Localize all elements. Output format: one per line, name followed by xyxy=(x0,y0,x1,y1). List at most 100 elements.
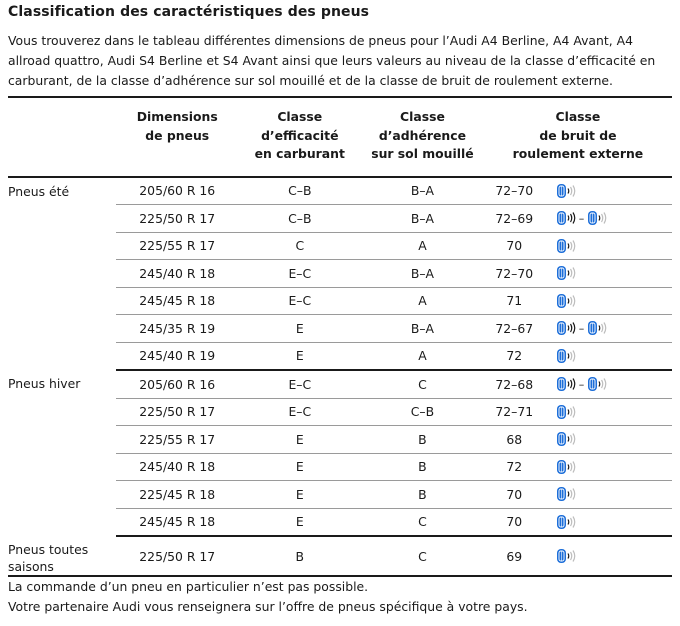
cell-wet-grip-class: A xyxy=(361,342,484,371)
table-row: 245/40 R 18 E–C B–A 72–70 xyxy=(8,259,672,288)
table-row: 225/55 R 17 C A 70 xyxy=(8,232,672,260)
cell-noise-icons: – xyxy=(544,370,672,399)
intro-paragraph: Vous trouverez dans le tableau différent… xyxy=(8,33,656,88)
tire-classification-table: Dimensions de pneus Classe d’efficacité … xyxy=(8,96,672,577)
footer-note: La commande d’un pneu en particulier n’e… xyxy=(8,579,369,594)
cell-size: 225/45 R 18 xyxy=(115,480,239,509)
table-row: 245/45 R 18 E–C A 71 xyxy=(8,287,672,315)
table-row: Pneus été 205/60 R 16 C–B B–A 72–70 xyxy=(8,176,672,205)
tire-noise-icon xyxy=(555,292,577,310)
cell-size: 245/45 R 18 xyxy=(115,287,239,315)
range-dash: – xyxy=(578,211,585,225)
cell-size: 245/45 R 18 xyxy=(115,508,239,537)
cell-fuel-class: B xyxy=(238,536,362,577)
cell-noise-db: 72–70 xyxy=(483,259,545,288)
cell-wet-grip-class: B xyxy=(361,453,484,481)
cell-fuel-class: E xyxy=(238,508,362,537)
cell-noise-db: 72–70 xyxy=(483,176,545,205)
cell-fuel-class: E xyxy=(238,342,362,371)
cell-fuel-class: E xyxy=(238,453,362,481)
row-group-label: Pneus toutes saisons xyxy=(8,536,116,577)
footer-note: Votre partenaire Audi vous renseignera s… xyxy=(8,599,528,614)
tire-noise-icon xyxy=(555,430,577,448)
cell-wet-grip-class: B–A xyxy=(361,204,484,233)
cell-noise-db: 69 xyxy=(483,536,545,577)
cell-noise-icons xyxy=(544,176,672,205)
table-body: Pneus été 205/60 R 16 C–B B–A 72–70 225/50 R … xyxy=(8,176,672,577)
cell-wet-grip-class: B–A xyxy=(361,176,484,205)
cell-fuel-class: E xyxy=(238,314,362,343)
tire-noise-icon xyxy=(555,237,577,255)
table-row: 245/40 R 19 E A 72 xyxy=(8,342,672,371)
cell-fuel-class: C xyxy=(238,232,362,260)
cell-noise-db: 72–68 xyxy=(483,370,545,399)
cell-size: 205/60 R 16 xyxy=(115,370,239,399)
footer-notes: La commande d’un pneu en particulier n’e… xyxy=(8,577,673,617)
cell-size: 245/40 R 19 xyxy=(115,342,239,371)
cell-noise-icons xyxy=(544,259,672,288)
table-row: 225/45 R 18 E B 70 xyxy=(8,480,672,509)
cell-noise-db: 72–69 xyxy=(483,204,545,233)
cell-wet-grip-class: B–A xyxy=(361,314,484,343)
header-category xyxy=(8,98,116,178)
cell-size: 225/50 R 17 xyxy=(115,204,239,233)
cell-size: 245/40 R 18 xyxy=(115,453,239,481)
cell-noise-icons xyxy=(544,232,672,260)
cell-size: 225/50 R 17 xyxy=(115,536,239,577)
cell-noise-icons xyxy=(544,342,672,371)
tire-noise-icon xyxy=(555,264,577,282)
cell-fuel-class: E xyxy=(238,425,362,454)
tire-noise-icon xyxy=(555,547,577,565)
cell-noise-db: 70 xyxy=(483,232,545,260)
table-row: 245/40 R 18 E B 72 xyxy=(8,453,672,481)
table-header-row: Dimensions de pneus Classe d’efficacité … xyxy=(8,98,672,178)
tire-noise-icon xyxy=(555,209,577,227)
cell-wet-grip-class: B–A xyxy=(361,259,484,288)
cell-fuel-class: E–C xyxy=(238,370,362,399)
range-dash: – xyxy=(578,321,585,335)
cell-wet-grip-class: B xyxy=(361,425,484,454)
cell-noise-icons xyxy=(544,508,672,537)
cell-size: 245/35 R 19 xyxy=(115,314,239,343)
tire-noise-icon xyxy=(586,375,608,393)
cell-noise-icons: – xyxy=(544,314,672,343)
cell-size: 205/60 R 16 xyxy=(115,176,239,205)
header-noise-class: Classe de bruit de roulement externe xyxy=(483,98,672,178)
cell-noise-db: 72 xyxy=(483,342,545,371)
cell-noise-db: 72 xyxy=(483,453,545,481)
header-dimensions: Dimensions de pneus xyxy=(115,98,239,178)
header-wet-grip-class: Classe d’adhérence sur sol mouillé xyxy=(361,98,484,178)
tire-noise-icon xyxy=(586,209,608,227)
row-group-label: Pneus hiver xyxy=(8,376,81,391)
cell-wet-grip-class: B xyxy=(361,480,484,509)
cell-fuel-class: C–B xyxy=(238,176,362,205)
cell-noise-icons xyxy=(544,480,672,509)
cell-wet-grip-class: A xyxy=(361,232,484,260)
table-row: Pneus hiver 205/60 R 16 E–C C 72–68 – xyxy=(8,370,672,399)
tire-noise-icon xyxy=(586,319,608,337)
cell-fuel-class: E–C xyxy=(238,259,362,288)
header-fuel-class: Classe d’efficacité en carburant xyxy=(238,98,362,178)
cell-wet-grip-class: A xyxy=(361,287,484,315)
row-group-label: Pneus été xyxy=(8,183,70,199)
cell-noise-db: 68 xyxy=(483,425,545,454)
table-row: 225/55 R 17 E B 68 xyxy=(8,425,672,454)
page-title: Classification des caractéristiques des … xyxy=(8,4,370,20)
cell-wet-grip-class: C xyxy=(361,508,484,537)
cell-noise-db: 70 xyxy=(483,508,545,537)
cell-noise-db: 70 xyxy=(483,480,545,509)
cell-size: 245/40 R 18 xyxy=(115,259,239,288)
cell-noise-icons xyxy=(544,287,672,315)
cell-wet-grip-class: C xyxy=(361,536,484,577)
cell-fuel-class: E–C xyxy=(238,398,362,426)
cell-noise-icons xyxy=(544,536,672,577)
cell-size: 225/50 R 17 xyxy=(115,398,239,426)
cell-noise-icons xyxy=(544,425,672,454)
table-row: 225/50 R 17 C–B B–A 72–69 – xyxy=(8,204,672,233)
tire-noise-icon xyxy=(555,375,577,393)
table-row: 245/35 R 19 E B–A 72–67 – xyxy=(8,314,672,343)
cell-wet-grip-class: C xyxy=(361,370,484,399)
cell-wet-grip-class: C–B xyxy=(361,398,484,426)
cell-fuel-class: E–C xyxy=(238,287,362,315)
tire-noise-icon xyxy=(555,513,577,531)
